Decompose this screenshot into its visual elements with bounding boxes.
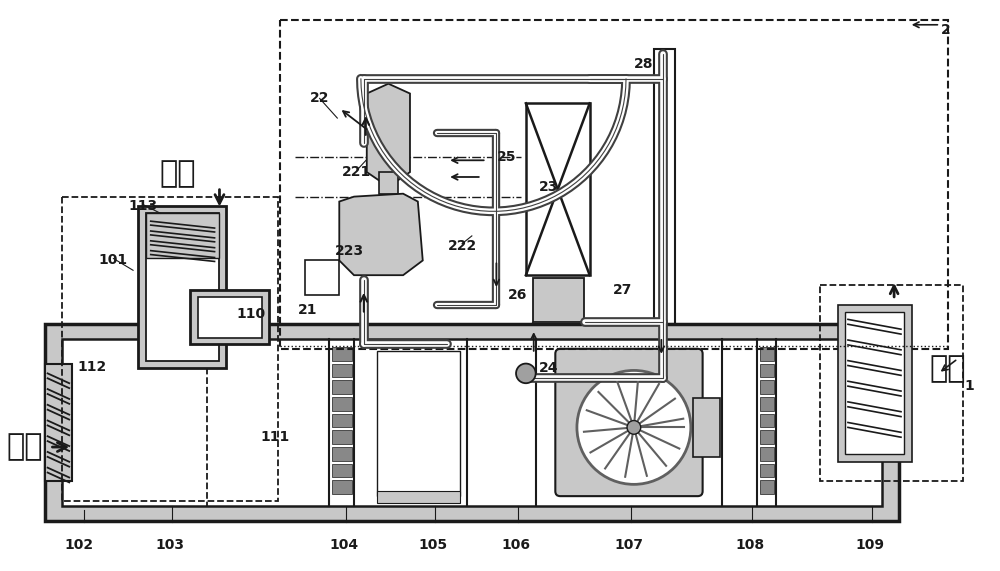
- Bar: [654, 49, 675, 324]
- Bar: [190, 290, 269, 344]
- Text: 110: 110: [236, 307, 265, 321]
- Bar: [146, 214, 219, 258]
- Bar: [146, 214, 219, 361]
- Bar: [820, 285, 963, 481]
- Text: 23: 23: [539, 180, 558, 194]
- Text: 2: 2: [941, 23, 951, 37]
- Bar: [198, 297, 262, 338]
- Bar: [760, 464, 774, 477]
- Bar: [45, 364, 72, 481]
- Bar: [280, 20, 948, 349]
- Text: 223: 223: [335, 244, 364, 258]
- Bar: [138, 207, 226, 368]
- Bar: [332, 413, 352, 428]
- Polygon shape: [339, 194, 423, 275]
- FancyBboxPatch shape: [555, 349, 703, 496]
- Text: 1: 1: [965, 379, 975, 393]
- Text: 106: 106: [502, 538, 531, 552]
- Text: 新风: 新风: [159, 159, 195, 188]
- Text: 22: 22: [310, 91, 329, 106]
- Bar: [45, 324, 899, 521]
- Text: 24: 24: [539, 361, 558, 376]
- Text: 回风: 回风: [6, 433, 43, 461]
- Bar: [332, 464, 352, 477]
- Text: 113: 113: [128, 199, 157, 214]
- Text: 102: 102: [64, 538, 94, 552]
- Bar: [838, 305, 912, 462]
- Text: 221: 221: [342, 165, 372, 179]
- Bar: [533, 278, 584, 322]
- Bar: [760, 413, 774, 428]
- Text: 104: 104: [330, 538, 359, 552]
- Text: 107: 107: [614, 538, 643, 552]
- Bar: [693, 398, 720, 457]
- Bar: [760, 447, 774, 461]
- Text: 112: 112: [77, 360, 106, 373]
- Text: 109: 109: [855, 538, 884, 552]
- Bar: [332, 380, 352, 394]
- Bar: [760, 347, 774, 361]
- Text: 28: 28: [634, 57, 653, 71]
- Text: 111: 111: [261, 430, 290, 444]
- Bar: [332, 347, 352, 361]
- Text: 送风: 送风: [930, 354, 966, 383]
- Text: 103: 103: [156, 538, 185, 552]
- Polygon shape: [367, 84, 410, 187]
- Bar: [760, 480, 774, 494]
- Circle shape: [516, 364, 536, 383]
- Text: 25: 25: [496, 150, 516, 164]
- Text: 108: 108: [735, 538, 764, 552]
- Bar: [760, 431, 774, 444]
- Text: 101: 101: [99, 254, 128, 267]
- Bar: [305, 260, 339, 295]
- Bar: [332, 364, 352, 377]
- Bar: [760, 364, 774, 377]
- Bar: [332, 397, 352, 411]
- Bar: [62, 196, 278, 501]
- Bar: [332, 447, 352, 461]
- Bar: [845, 312, 904, 454]
- Text: 105: 105: [418, 538, 447, 552]
- Bar: [377, 491, 460, 503]
- Bar: [332, 480, 352, 494]
- Bar: [379, 172, 398, 194]
- Circle shape: [627, 421, 641, 434]
- Bar: [377, 351, 460, 496]
- Text: 21: 21: [298, 303, 318, 316]
- Text: 26: 26: [508, 288, 528, 302]
- Text: 27: 27: [612, 283, 632, 297]
- Bar: [526, 103, 590, 275]
- Bar: [332, 431, 352, 444]
- Bar: [760, 397, 774, 411]
- Circle shape: [577, 371, 691, 484]
- Text: 222: 222: [447, 239, 477, 253]
- Bar: [760, 380, 774, 394]
- Bar: [62, 339, 882, 506]
